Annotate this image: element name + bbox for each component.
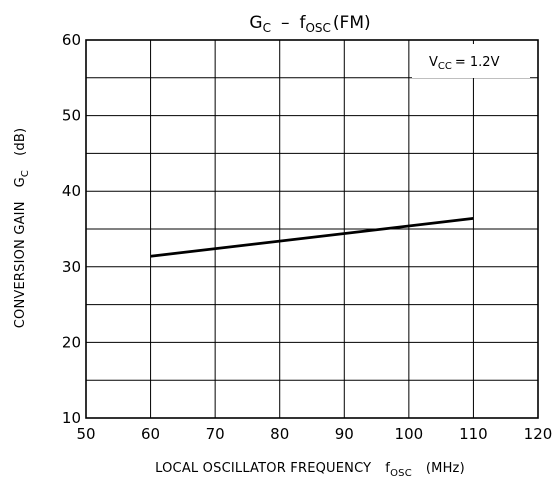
x-tick-labels: 50 60 70 80 90 100 110 120 — [76, 425, 552, 443]
title-freq-symbol: f — [299, 13, 306, 33]
y-axis-subscript: C — [20, 170, 31, 177]
vcc-subscript: CC — [438, 61, 452, 72]
x-tick-label: 50 — [76, 425, 95, 443]
x-axis-subscript: OSC — [390, 468, 412, 479]
title-gain-subscript: C — [263, 21, 271, 35]
y-tick-label: 50 — [62, 107, 81, 125]
x-axis-text: LOCAL OSCILLATOR FREQUENCY — [155, 461, 371, 476]
grid — [86, 40, 538, 418]
vcc-annotation: VCC = 1.2V — [429, 55, 500, 72]
plot-frame — [85, 39, 539, 419]
vcc-value: = 1.2V — [455, 55, 500, 70]
chart-title: GC – fOSC (FM) — [249, 13, 370, 35]
x-tick-label: 100 — [395, 425, 424, 443]
series-group — [150, 217, 474, 258]
x-tick-label: 60 — [141, 425, 160, 443]
x-tick-label: 80 — [270, 425, 289, 443]
title-gain-symbol: G — [249, 13, 262, 33]
x-tick-label: 120 — [524, 425, 553, 443]
y-axis-text: CONVERSION GAIN — [13, 201, 28, 328]
y-tick-label: 60 — [62, 31, 81, 49]
x-axis-label: LOCAL OSCILLATOR FREQUENCY fOSC (MHz) — [155, 461, 465, 479]
y-tick-label: 10 — [62, 409, 81, 427]
x-tick-label: 90 — [335, 425, 354, 443]
x-tick-label: 70 — [206, 425, 225, 443]
title-freq-subscript: OSC — [305, 21, 330, 35]
x-tick-label: 110 — [459, 425, 488, 443]
y-tick-label: 20 — [62, 333, 81, 351]
x-axis-unit: (MHz) — [426, 461, 465, 476]
title-suffix: (FM) — [333, 13, 371, 33]
y-axis-label: CONVERSION GAIN GC (dB) — [13, 128, 31, 328]
y-tick-label: 40 — [62, 182, 81, 200]
title-dash: – — [281, 13, 290, 33]
y-axis-unit: (dB) — [13, 128, 28, 156]
series-line — [150, 217, 474, 258]
y-tick-labels: 10 20 30 40 50 60 — [62, 31, 81, 427]
y-axis-symbol: G — [13, 177, 28, 187]
vcc-symbol: V — [429, 55, 438, 70]
y-tick-label: 30 — [62, 258, 81, 276]
x-axis-symbol: f — [385, 461, 390, 476]
annotation-box — [412, 44, 530, 78]
